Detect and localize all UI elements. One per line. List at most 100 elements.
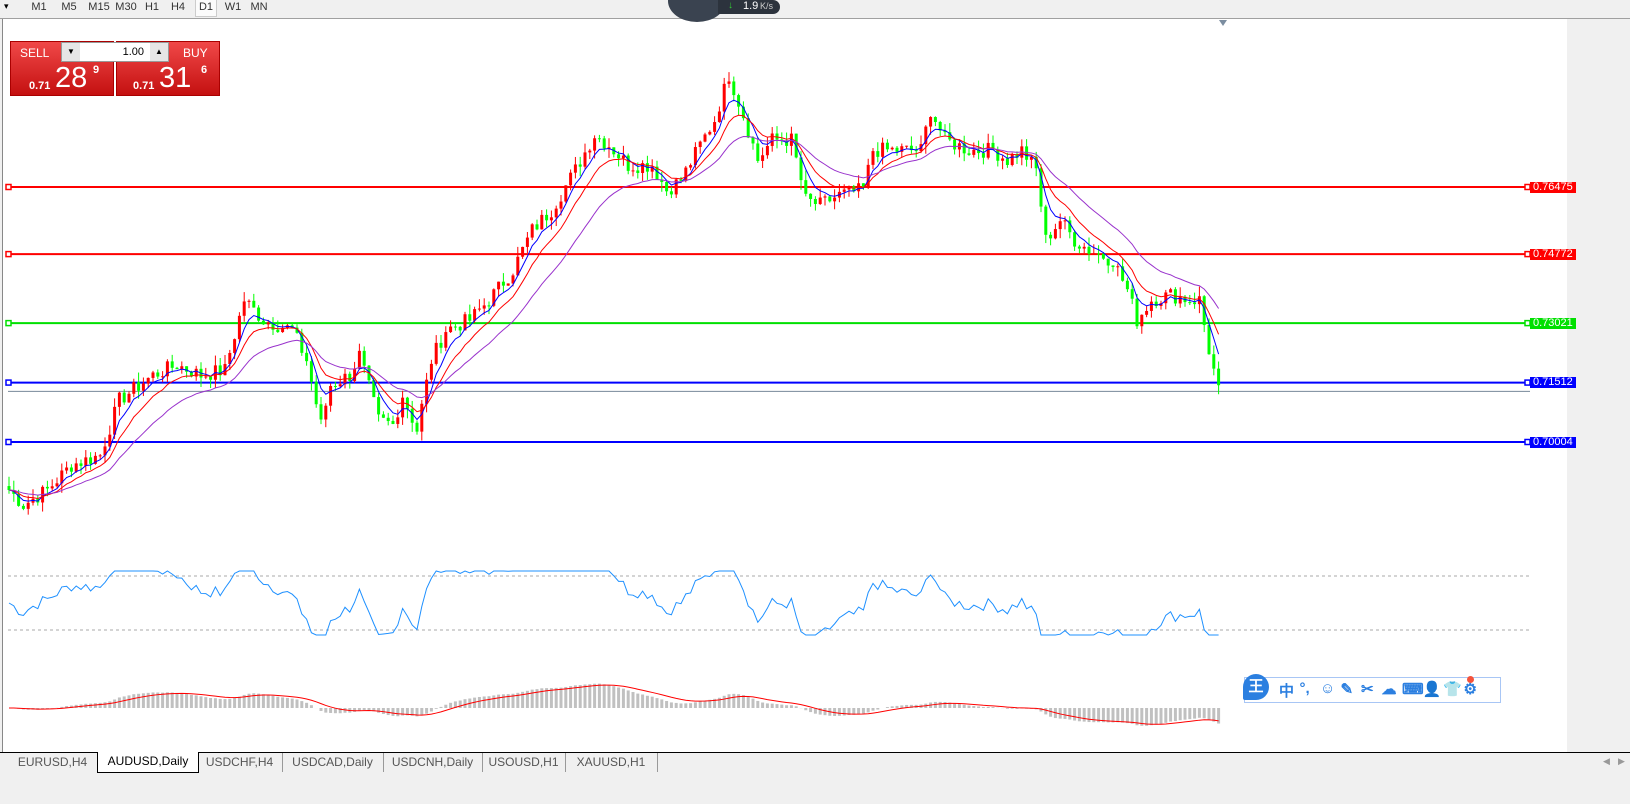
macd-histogram-bar bbox=[703, 700, 707, 708]
timeframe-mn[interactable]: MN bbox=[250, 1, 268, 13]
down-arrow-icon: ↓ bbox=[728, 0, 733, 11]
timeframe-d1[interactable]: D1 bbox=[195, 0, 217, 17]
candle-body bbox=[161, 376, 165, 378]
timeframe-w1[interactable]: W1 bbox=[224, 1, 242, 13]
macd-histogram-bar bbox=[420, 708, 424, 716]
candle-body bbox=[986, 142, 990, 158]
macd-histogram-bar bbox=[866, 708, 870, 713]
macd-histogram-bar bbox=[290, 698, 294, 708]
ime-item-icon[interactable]: ⌨ bbox=[1402, 681, 1424, 698]
macd-histogram-bar bbox=[276, 696, 280, 708]
macd-histogram-bar bbox=[329, 708, 333, 713]
candle-body bbox=[578, 164, 582, 167]
candle-body bbox=[271, 322, 275, 330]
macd-histogram-bar bbox=[761, 702, 765, 708]
macd-histogram-bar bbox=[871, 708, 875, 711]
ime-item-icon[interactable]: ⚙ bbox=[1463, 681, 1477, 698]
candle-body bbox=[1034, 156, 1038, 169]
candle-body bbox=[1121, 266, 1125, 281]
chart-tab[interactable]: USDCNH,Daily bbox=[383, 753, 483, 772]
macd-histogram-bar bbox=[809, 708, 813, 713]
macd-histogram-bar bbox=[1068, 708, 1072, 720]
macd-histogram-bar bbox=[1073, 708, 1077, 721]
macd-histogram-bar bbox=[1063, 708, 1067, 719]
macd-histogram-bar bbox=[698, 701, 702, 708]
chart-shift-marker-icon[interactable] bbox=[1219, 20, 1227, 26]
candle-body bbox=[405, 397, 409, 409]
macd-histogram-bar bbox=[444, 704, 448, 708]
macd-histogram-bar bbox=[1217, 708, 1221, 724]
speed-value: 1.9 bbox=[743, 0, 759, 12]
volume-input[interactable]: 1.00 bbox=[122, 46, 144, 58]
candle-body bbox=[617, 154, 621, 159]
candle-body bbox=[50, 486, 54, 489]
timeframe-m15[interactable]: M15 bbox=[88, 1, 110, 13]
candle-body bbox=[972, 149, 976, 155]
macd-histogram-bar bbox=[165, 692, 169, 708]
ime-item-icon[interactable]: 👤 bbox=[1422, 681, 1442, 698]
volume-increase-icon[interactable]: ▲ bbox=[150, 43, 168, 61]
macd-histogram-bar bbox=[156, 692, 160, 708]
macd-histogram-bar bbox=[986, 706, 990, 708]
chart-tab[interactable]: USDCHF,H4 bbox=[197, 753, 283, 772]
candle-body bbox=[237, 315, 241, 340]
macd-histogram-bar bbox=[108, 701, 112, 708]
macd-histogram-bar bbox=[1125, 708, 1129, 724]
chart-tab[interactable]: XAUUSD,H1 bbox=[565, 753, 658, 772]
chart-window[interactable] bbox=[2, 19, 1567, 752]
speed-ball bbox=[668, 0, 726, 22]
macd-histogram-bar bbox=[1092, 708, 1096, 723]
candle-body bbox=[410, 408, 414, 423]
macd-histogram-bar bbox=[425, 708, 429, 714]
timeframe-h1[interactable]: H1 bbox=[144, 1, 160, 13]
candle-body bbox=[559, 201, 563, 209]
candle-body bbox=[967, 153, 971, 155]
macd-histogram-bar bbox=[93, 703, 97, 708]
ime-item-icon[interactable]: °, bbox=[1299, 680, 1310, 697]
candle-body bbox=[593, 138, 597, 151]
volume-decrease-icon[interactable]: ▼ bbox=[62, 43, 80, 61]
volume-stepper[interactable]: ▼ 1.00 ▲ bbox=[61, 42, 169, 62]
macd-histogram-bar bbox=[1154, 708, 1158, 725]
macd-histogram-bar bbox=[281, 697, 285, 708]
chart-canvas[interactable] bbox=[3, 19, 1567, 752]
macd-histogram-bar bbox=[717, 697, 721, 708]
chart-tab[interactable]: USDCAD,Daily bbox=[282, 753, 384, 772]
chart-tab[interactable]: USOUSD,H1 bbox=[482, 753, 566, 772]
macd-histogram-bar bbox=[69, 705, 73, 708]
candle-body bbox=[732, 81, 736, 96]
candle-body bbox=[929, 117, 933, 127]
ime-item-icon[interactable]: ✂ bbox=[1361, 681, 1374, 698]
macd-histogram-bar bbox=[377, 708, 381, 713]
macd-histogram-bar bbox=[367, 708, 371, 711]
macd-histogram-bar bbox=[890, 706, 894, 708]
candle-body bbox=[881, 142, 885, 157]
macd-histogram-bar bbox=[137, 693, 141, 708]
macd-histogram-bar bbox=[223, 699, 227, 708]
candle-body bbox=[1097, 253, 1101, 255]
scroll-left-icon[interactable]: ◀ bbox=[1603, 756, 1610, 766]
timeframe-m30[interactable]: M30 bbox=[115, 1, 137, 13]
candle-body bbox=[1207, 325, 1211, 355]
chart-tab[interactable]: AUDUSD,Daily bbox=[97, 752, 199, 773]
candle-body bbox=[362, 350, 366, 366]
dropdown-arrow-icon[interactable]: ▾ bbox=[4, 1, 9, 11]
ime-item-icon[interactable]: ☺ bbox=[1320, 680, 1336, 697]
candle-body bbox=[977, 149, 981, 154]
timeframe-h4[interactable]: H4 bbox=[170, 1, 186, 13]
ime-item-icon[interactable]: 👕 bbox=[1443, 681, 1462, 698]
ime-item-icon[interactable]: 中 bbox=[1279, 683, 1295, 700]
candle-body bbox=[636, 170, 640, 173]
chart-tab[interactable]: EURUSD,H4 bbox=[8, 753, 98, 772]
timeframe-m5[interactable]: M5 bbox=[61, 1, 77, 13]
timeframe-m1[interactable]: M1 bbox=[31, 1, 47, 13]
ime-logo-icon[interactable]: 王 bbox=[1243, 674, 1269, 700]
macd-histogram-bar bbox=[362, 708, 366, 711]
macd-histogram-bar bbox=[386, 708, 390, 716]
macd-histogram-bar bbox=[1082, 708, 1086, 722]
ime-item-icon[interactable]: ✎ bbox=[1340, 681, 1354, 698]
ime-item-icon[interactable]: ☁ bbox=[1381, 681, 1397, 698]
scroll-right-icon[interactable]: ▶ bbox=[1618, 756, 1625, 766]
macd-histogram-bar bbox=[900, 705, 904, 708]
macd-histogram-bar bbox=[1178, 708, 1182, 721]
